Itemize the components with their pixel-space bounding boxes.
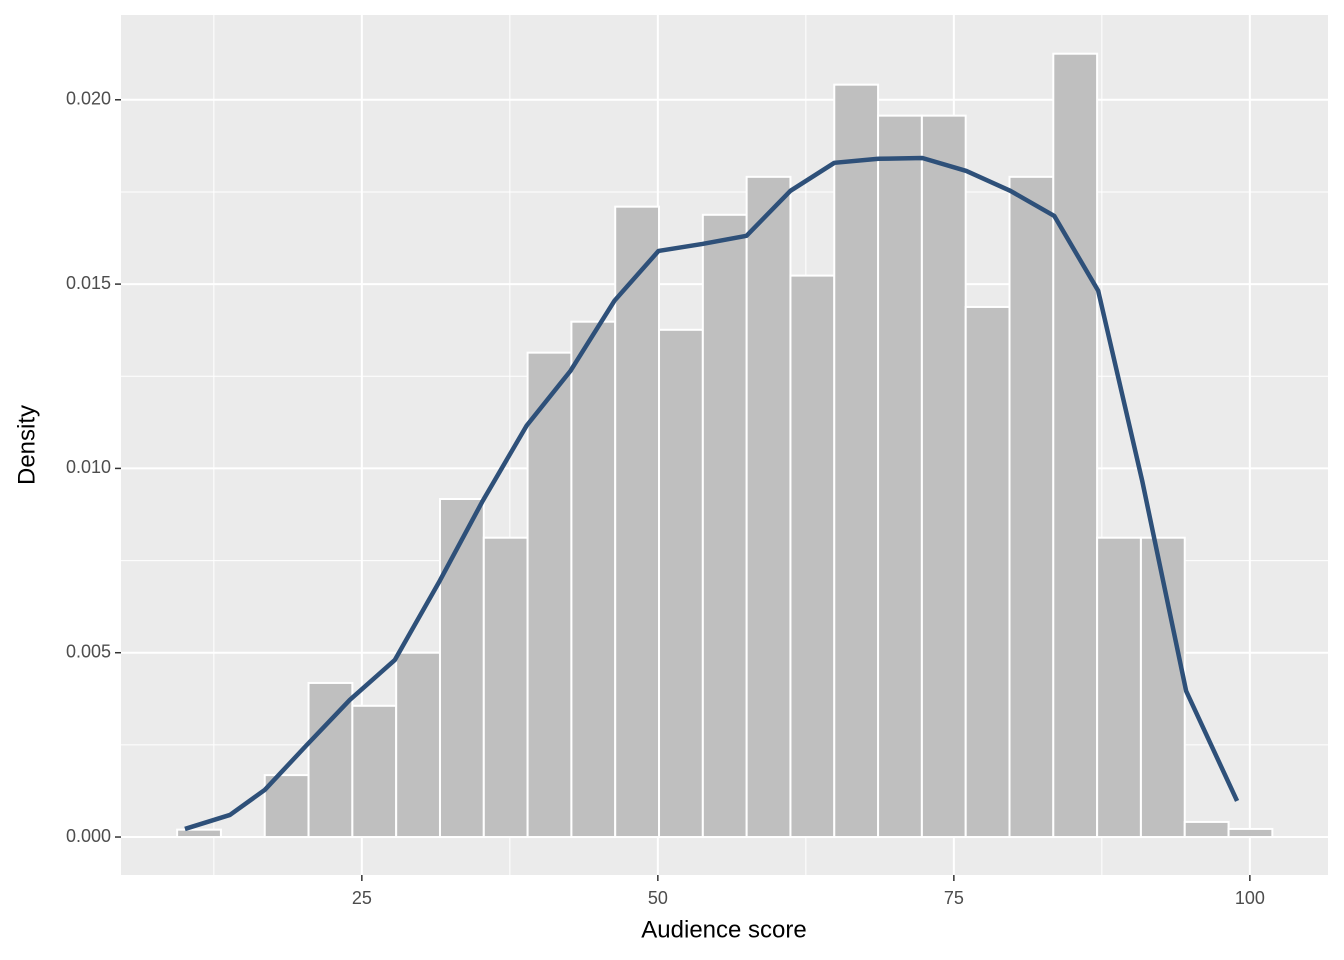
bar (526, 351, 573, 839)
bar (395, 651, 441, 839)
bar (1183, 820, 1230, 839)
x-tick-label: 25 (352, 888, 372, 908)
bar (920, 114, 967, 839)
bar (438, 498, 485, 839)
bar (964, 305, 1011, 839)
x-tick-label: 75 (944, 888, 964, 908)
bar (1096, 536, 1142, 839)
bar (614, 205, 661, 839)
bar (658, 328, 704, 839)
bar (482, 536, 529, 839)
bar (570, 320, 617, 839)
bar (1052, 52, 1099, 839)
x-tick-label: 50 (648, 888, 668, 908)
y-tick-label: 0.010 (66, 457, 111, 477)
bar (307, 681, 354, 839)
x-tick-label: 100 (1235, 888, 1265, 908)
bar (176, 828, 222, 839)
bar (1008, 175, 1055, 839)
y-tick-label: 0.005 (66, 641, 111, 661)
x-axis-title: Audience score (641, 916, 806, 943)
bar (877, 114, 923, 839)
bar (351, 704, 398, 839)
y-tick-label: 0.015 (66, 273, 111, 293)
y-tick-label: 0.020 (66, 89, 111, 109)
y-axis-title: Density (13, 405, 40, 485)
density-line (184, 155, 1240, 832)
bar (745, 175, 792, 839)
bar (701, 213, 748, 839)
y-tick-label: 0.000 (66, 826, 111, 846)
bar (789, 274, 836, 839)
bar (1227, 827, 1274, 839)
bar (833, 83, 880, 839)
